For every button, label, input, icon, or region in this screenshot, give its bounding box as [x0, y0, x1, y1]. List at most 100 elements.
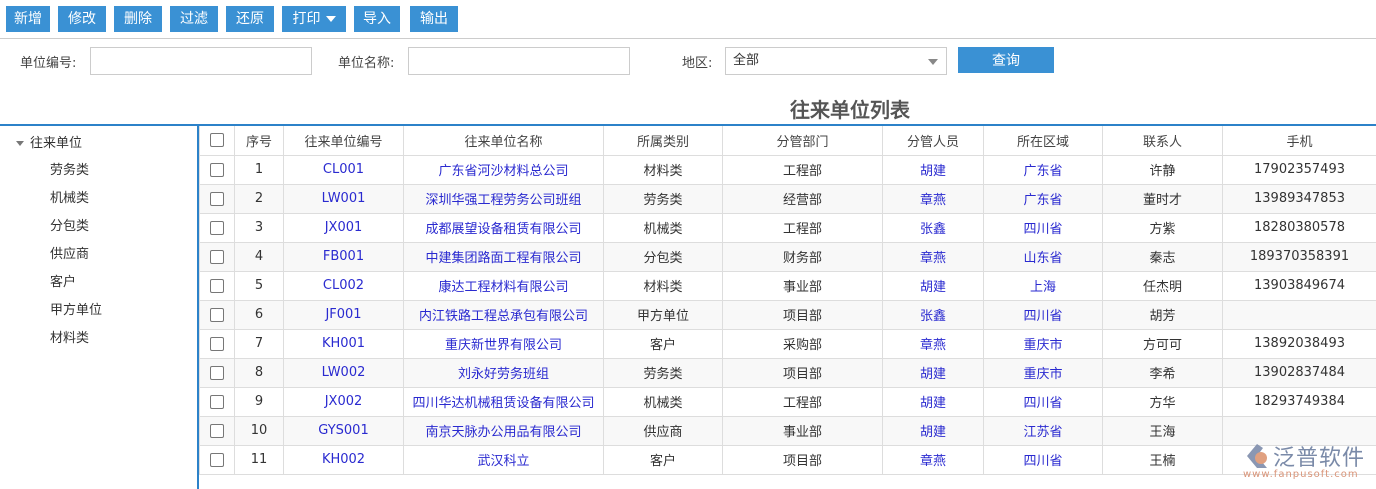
tree-item[interactable]: 甲方单位: [50, 303, 103, 318]
region[interactable]: 四川省: [983, 299, 1103, 330]
filter-button[interactable]: 过滤: [170, 6, 218, 32]
region[interactable]: 重庆市: [983, 328, 1103, 359]
table-row[interactable]: 10 GYS001 南京天脉办公用品有限公司 供应商 事业部 胡建 江苏省 王海: [199, 415, 1376, 446]
row-checkbox[interactable]: [210, 423, 224, 438]
row-select[interactable]: [199, 299, 235, 330]
partner-code[interactable]: GYS001: [283, 415, 404, 446]
name-input[interactable]: [408, 47, 630, 75]
manager[interactable]: 章燕: [882, 444, 984, 475]
partner-code[interactable]: JF001: [283, 299, 404, 330]
delete-button[interactable]: 删除: [114, 6, 162, 32]
partner-code[interactable]: KH002: [283, 444, 404, 475]
partner-name[interactable]: 刘永好劳务班组: [403, 357, 604, 388]
table-row[interactable]: 6 JF001 内江铁路工程总承包有限公司 甲方单位 项目部 张鑫 四川省 胡芳: [199, 299, 1376, 330]
region[interactable]: 四川省: [983, 212, 1103, 243]
row-select[interactable]: [199, 415, 235, 446]
add-button[interactable]: 新增: [6, 6, 50, 32]
table-row[interactable]: 3 JX001 成都展望设备租赁有限公司 机械类 工程部 张鑫 四川省 方紫 182803805…: [199, 212, 1376, 243]
manager[interactable]: 章燕: [882, 328, 984, 359]
tree-root[interactable]: 往来单位: [16, 132, 82, 151]
partner-code[interactable]: LW002: [283, 357, 404, 388]
region-select[interactable]: 全部: [725, 47, 947, 75]
row-select[interactable]: [199, 154, 235, 185]
row-select[interactable]: [199, 386, 235, 417]
region[interactable]: 四川省: [983, 444, 1103, 475]
region[interactable]: 四川省: [983, 386, 1103, 417]
row-select[interactable]: [199, 444, 235, 475]
import-button[interactable]: 导入: [354, 6, 400, 32]
table-row[interactable]: 7 KH001 重庆新世界有限公司 客户 采购部 章燕 重庆市 方可可 13892038493: [199, 328, 1376, 359]
edit-button[interactable]: 修改: [58, 6, 106, 32]
table-row[interactable]: 9 JX002 四川华达机械租赁设备有限公司 机械类 工程部 胡建 四川省 方华 1829374…: [199, 386, 1376, 417]
manager[interactable]: 胡建: [882, 270, 984, 301]
partner-code[interactable]: CL002: [283, 270, 404, 301]
row-select[interactable]: [199, 357, 235, 388]
print-button[interactable]: 打印: [282, 6, 346, 32]
export-button[interactable]: 输出: [410, 6, 458, 32]
row-select[interactable]: [199, 241, 235, 272]
region[interactable]: 山东省: [983, 241, 1103, 272]
row-select[interactable]: [199, 183, 235, 214]
table-row[interactable]: 5 CL002 康达工程材料有限公司 材料类 事业部 胡建 上海 任杰明 13903849674: [199, 270, 1376, 301]
row-checkbox[interactable]: [210, 365, 224, 380]
row-checkbox[interactable]: [210, 307, 224, 322]
table-row[interactable]: 1 CL001 广东省河沙材料总公司 材料类 工程部 胡建 广东省 许静 17902357493: [199, 154, 1376, 185]
row-select[interactable]: [199, 270, 235, 301]
partner-name[interactable]: 康达工程材料有限公司: [403, 270, 604, 301]
row-checkbox[interactable]: [210, 452, 224, 467]
partner-code[interactable]: KH001: [283, 328, 404, 359]
tree-item[interactable]: 分包类: [50, 219, 90, 234]
manager[interactable]: 张鑫: [882, 299, 984, 330]
partner-code[interactable]: LW001: [283, 183, 404, 214]
partner-code[interactable]: CL001: [283, 154, 404, 185]
row-checkbox[interactable]: [210, 162, 224, 177]
tree-item[interactable]: 劳务类: [50, 163, 90, 178]
manager[interactable]: 胡建: [882, 415, 984, 446]
manager[interactable]: 胡建: [882, 386, 984, 417]
select-all-checkbox[interactable]: [210, 133, 224, 148]
partner-name[interactable]: 内江铁路工程总承包有限公司: [403, 299, 604, 330]
row-select[interactable]: [199, 328, 235, 359]
partner-code[interactable]: JX001: [283, 212, 404, 243]
row-checkbox[interactable]: [210, 249, 224, 264]
select-all[interactable]: [199, 126, 235, 156]
tree-item[interactable]: 材料类: [50, 331, 90, 346]
partner-name[interactable]: 武汉科立: [403, 444, 604, 475]
manager[interactable]: 张鑫: [882, 212, 984, 243]
manager[interactable]: 胡建: [882, 154, 984, 185]
region[interactable]: 广东省: [983, 183, 1103, 214]
row-checkbox[interactable]: [210, 220, 224, 235]
row-checkbox[interactable]: [210, 191, 224, 206]
tree-item[interactable]: 客户: [50, 275, 77, 290]
table-row[interactable]: 8 LW002 刘永好劳务班组 劳务类 项目部 胡建 重庆市 李希 13902837484: [199, 357, 1376, 388]
region[interactable]: 广东省: [983, 154, 1103, 185]
partner-name[interactable]: 深圳华强工程劳务公司班组: [403, 183, 604, 214]
partner-name[interactable]: 南京天脉办公用品有限公司: [403, 415, 604, 446]
restore-button[interactable]: 还原: [226, 6, 274, 32]
region[interactable]: 上海: [983, 270, 1103, 301]
region[interactable]: 江苏省: [983, 415, 1103, 446]
partner-code[interactable]: JX002: [283, 386, 404, 417]
tree-item[interactable]: 机械类: [50, 191, 90, 206]
code-input[interactable]: [90, 47, 312, 75]
partner-name[interactable]: 成都展望设备租赁有限公司: [403, 212, 604, 243]
partner-name[interactable]: 重庆新世界有限公司: [403, 328, 604, 359]
row-checkbox[interactable]: [210, 336, 224, 351]
partner-name[interactable]: 广东省河沙材料总公司: [403, 154, 604, 185]
row-checkbox[interactable]: [210, 278, 224, 293]
region[interactable]: 重庆市: [983, 357, 1103, 388]
query-button[interactable]: 查询: [958, 47, 1054, 73]
manager[interactable]: 章燕: [882, 241, 984, 272]
table-row[interactable]: 11 KH002 武汉科立 客户 项目部 章燕 四川省 王楠: [199, 444, 1376, 475]
partner-code[interactable]: FB001: [283, 241, 404, 272]
partner-name[interactable]: 四川华达机械租赁设备有限公司: [403, 386, 604, 417]
partner-name[interactable]: 中建集团路面工程有限公司: [403, 241, 604, 272]
row-checkbox[interactable]: [210, 394, 224, 409]
table-row[interactable]: 4 FB001 中建集团路面工程有限公司 分包类 财务部 章燕 山东省 秦志 189370358…: [199, 241, 1376, 272]
expand-triangle-icon[interactable]: [16, 141, 24, 146]
table-row[interactable]: 2 LW001 深圳华强工程劳务公司班组 劳务类 经营部 章燕 广东省 董时才 13989347…: [199, 183, 1376, 214]
manager[interactable]: 章燕: [882, 183, 984, 214]
row-select[interactable]: [199, 212, 235, 243]
manager[interactable]: 胡建: [882, 357, 984, 388]
tree-item[interactable]: 供应商: [50, 247, 90, 262]
